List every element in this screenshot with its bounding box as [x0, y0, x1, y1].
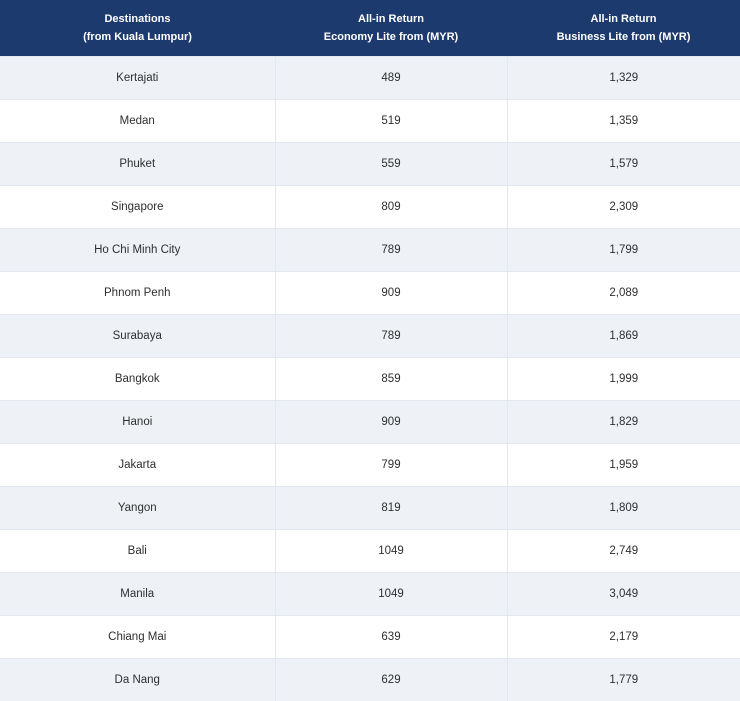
destination-cell: Singapore	[0, 184, 276, 228]
destination-cell: Bali	[0, 528, 276, 572]
business-price-cell: 1,329	[507, 55, 740, 99]
table-row: Singapore 809 2,309	[0, 184, 740, 228]
business-price-cell: 1,799	[507, 227, 740, 271]
header-economy-lite: All-in Return Economy Lite from (MYR)	[323, 12, 459, 43]
business-price-cell: 2,089	[507, 270, 740, 314]
economy-price-cell: 789	[275, 313, 508, 357]
header-business-lite: All-in Return Business Lite from (MYR)	[556, 12, 691, 43]
economy-price-cell: 559	[275, 141, 508, 185]
business-price-cell: 1,869	[507, 313, 740, 357]
economy-price-cell: 639	[275, 614, 508, 658]
destination-cell: Hanoi	[0, 399, 276, 443]
table-row: Phnom Penh 909 2,089	[0, 270, 740, 314]
economy-price-cell: 909	[275, 270, 508, 314]
destination-cell: Jakarta	[0, 442, 276, 486]
business-price-cell: 1,959	[507, 442, 740, 486]
business-price-cell: 2,179	[507, 614, 740, 658]
economy-price-cell: 799	[275, 442, 508, 486]
business-price-cell: 1,579	[507, 141, 740, 185]
table-row: Phuket 559 1,579	[0, 141, 740, 185]
business-price-cell: 3,049	[507, 571, 740, 615]
destination-cell: Manila	[0, 571, 276, 615]
table-body: Kertajati 489 1,329 Medan 519 1,359 Phuket 559 1…	[0, 55, 740, 701]
table-row: Yangon 819 1,809	[0, 485, 740, 529]
table-header: Destinations (from Kuala Lumpur) All-in …	[0, 0, 740, 56]
destination-cell: Medan	[0, 98, 276, 142]
economy-price-cell: 629	[275, 657, 508, 701]
destination-cell: Phuket	[0, 141, 276, 185]
destination-cell: Yangon	[0, 485, 276, 529]
business-price-cell: 1,809	[507, 485, 740, 529]
economy-price-cell: 519	[275, 98, 508, 142]
table-row: Surabaya 789 1,869	[0, 313, 740, 357]
table-row: Da Nang 629 1,779	[0, 657, 740, 701]
destination-cell: Surabaya	[0, 313, 276, 357]
economy-price-cell: 789	[275, 227, 508, 271]
economy-price-cell: 819	[275, 485, 508, 529]
business-price-cell: 1,829	[507, 399, 740, 443]
destination-cell: Da Nang	[0, 657, 276, 701]
table-row: Chiang Mai 639 2,179	[0, 614, 740, 658]
header-destinations: Destinations (from Kuala Lumpur)	[83, 12, 192, 43]
economy-price-cell: 809	[275, 184, 508, 228]
economy-price-cell: 1049	[275, 528, 508, 572]
business-price-cell: 2,309	[507, 184, 740, 228]
economy-price-cell: 489	[275, 55, 508, 99]
table-row: Manila 1049 3,049	[0, 571, 740, 615]
business-price-cell: 1,779	[507, 657, 740, 701]
destination-cell: Chiang Mai	[0, 614, 276, 658]
table-row: Bali 1049 2,749	[0, 528, 740, 572]
business-price-cell: 1,999	[507, 356, 740, 400]
table-row: Jakarta 799 1,959	[0, 442, 740, 486]
table-row: Hanoi 909 1,829	[0, 399, 740, 443]
destination-cell: Phnom Penh	[0, 270, 276, 314]
table-row: Ho Chi Minh City 789 1,799	[0, 227, 740, 271]
destination-cell: Bangkok	[0, 356, 276, 400]
economy-price-cell: 909	[275, 399, 508, 443]
business-price-cell: 2,749	[507, 528, 740, 572]
header-row: Destinations (from Kuala Lumpur) All-in …	[0, 0, 740, 56]
destination-cell: Kertajati	[0, 55, 276, 99]
table-row: Bangkok 859 1,999	[0, 356, 740, 400]
table-row: Kertajati 489 1,329	[0, 55, 740, 99]
economy-price-cell: 1049	[275, 571, 508, 615]
destination-cell: Ho Chi Minh City	[0, 227, 276, 271]
table-row: Medan 519 1,359	[0, 98, 740, 142]
economy-price-cell: 859	[275, 356, 508, 400]
business-price-cell: 1,359	[507, 98, 740, 142]
